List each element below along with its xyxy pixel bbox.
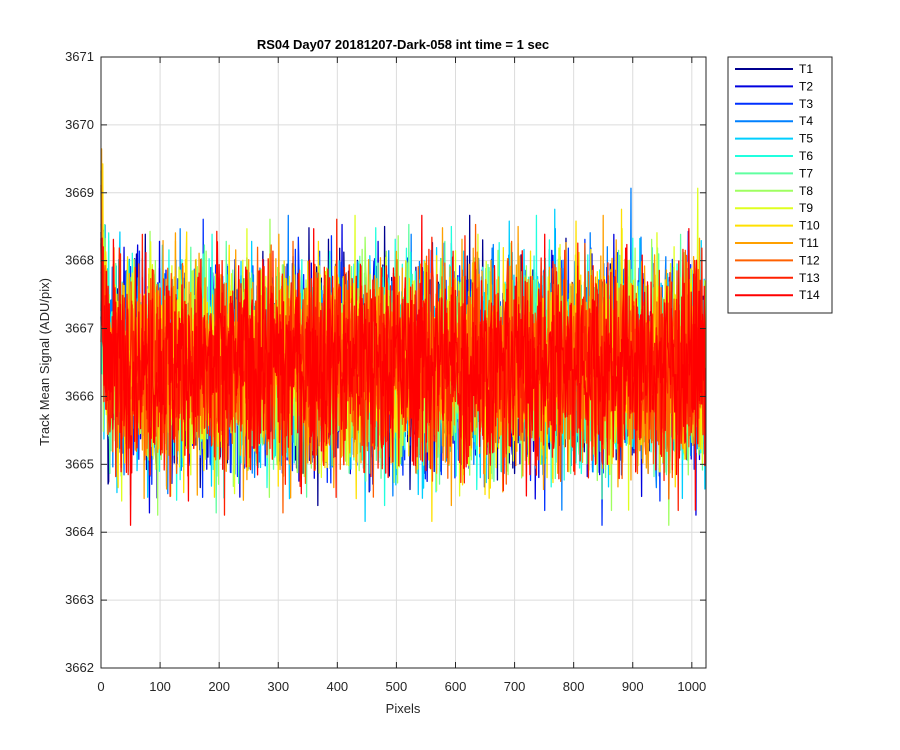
x-tick-label: 200 (208, 679, 230, 694)
y-tick-label: 3667 (65, 321, 94, 336)
plot-frame (100, 56, 707, 669)
y-tick-label: 3664 (65, 524, 94, 539)
y-axis-label: Track Mean Signal (ADU/pix) (37, 278, 52, 446)
legend-label-t11: T11 (799, 236, 819, 250)
x-tick-label: 800 (563, 679, 585, 694)
legend: T1 T2 T3 T4 T5 T6 T7 T8 T9 T10 T11 T12 T13 T14 (727, 56, 833, 314)
legend-label-t14: T14 (799, 288, 820, 302)
plot-area (100, 56, 707, 669)
y-tick-label: 3662 (65, 660, 94, 675)
legend-label-t6: T6 (799, 149, 813, 163)
x-axis-label: Pixels (386, 701, 421, 716)
legend-label-t13: T13 (799, 271, 820, 285)
y-tick-label: 3669 (65, 185, 94, 200)
legend-label-t5: T5 (799, 132, 813, 146)
legend-label-t2: T2 (799, 79, 813, 93)
legend-label-t12: T12 (799, 253, 820, 267)
x-tick-label: 0 (97, 679, 104, 694)
chart-title: RS04 Day07 20181207-Dark-058 int time = … (257, 37, 549, 52)
y-tick-labels: 3662 3663 3664 3665 3666 3667 3668 3669 3670 3671 (65, 49, 94, 675)
y-tick-label: 3668 (65, 253, 94, 268)
legend-label-t4: T4 (799, 114, 813, 128)
x-tick-label: 100 (149, 679, 171, 694)
y-tick-label: 3666 (65, 388, 94, 403)
x-tick-label: 600 (445, 679, 467, 694)
x-tick-label: 700 (504, 679, 526, 694)
legend-label-t7: T7 (799, 166, 813, 180)
x-tick-labels: 0 100 200 300 400 500 600 700 800 900 1000 (97, 679, 706, 694)
series-layer (100, 148, 707, 526)
x-tick-label: 300 (267, 679, 289, 694)
legend-box (727, 56, 833, 314)
legend-label-t10: T10 (799, 219, 820, 233)
legend-label-t8: T8 (799, 184, 813, 198)
y-tick-label: 3670 (65, 117, 94, 132)
x-tick-label: 500 (386, 679, 408, 694)
series-line-t14 (100, 214, 707, 526)
legend-label-t3: T3 (799, 97, 813, 111)
y-tick-label: 3663 (65, 592, 94, 607)
y-tick-label: 3671 (65, 49, 94, 64)
legend-label-t1: T1 (799, 62, 813, 76)
x-tick-label: 400 (326, 679, 348, 694)
legend-label-t9: T9 (799, 201, 813, 215)
x-tick-label: 900 (622, 679, 644, 694)
y-tick-label: 3665 (65, 456, 94, 471)
tick-marks (100, 56, 706, 669)
x-tick-label: 1000 (677, 679, 706, 694)
